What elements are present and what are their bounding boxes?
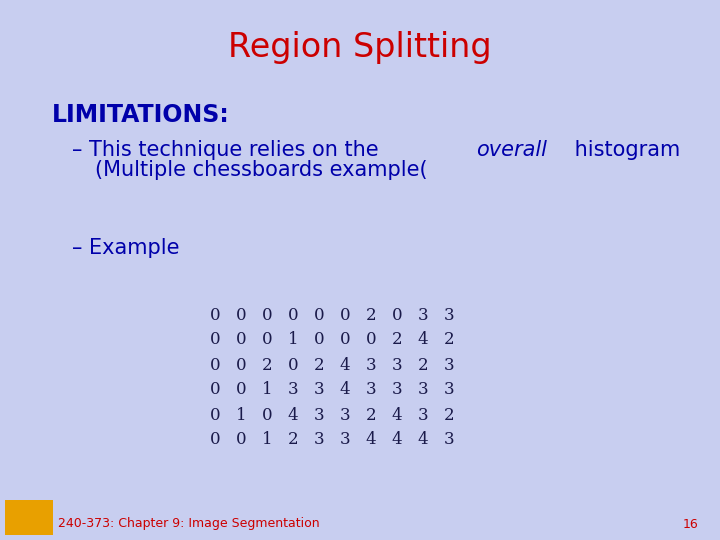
Text: 2: 2: [288, 431, 298, 449]
Text: 240-373: Chapter 9: Image Segmentation: 240-373: Chapter 9: Image Segmentation: [58, 517, 320, 530]
Text: – This technique relies on the: – This technique relies on the: [72, 140, 385, 160]
Text: 2: 2: [261, 356, 272, 374]
Text: 0: 0: [210, 332, 220, 348]
Text: 3: 3: [314, 431, 324, 449]
Text: 2: 2: [366, 407, 377, 423]
Text: 0: 0: [392, 307, 402, 323]
Text: 2: 2: [418, 356, 428, 374]
Text: 3: 3: [366, 356, 377, 374]
Text: 2: 2: [314, 356, 324, 374]
Text: 3: 3: [418, 307, 428, 323]
Text: 4: 4: [418, 332, 428, 348]
Text: 0: 0: [235, 381, 246, 399]
FancyBboxPatch shape: [5, 500, 53, 535]
Text: 0: 0: [210, 356, 220, 374]
Text: 0: 0: [235, 356, 246, 374]
Text: 0: 0: [210, 381, 220, 399]
Text: 0: 0: [235, 307, 246, 323]
Text: 16: 16: [683, 517, 698, 530]
Text: 0: 0: [210, 407, 220, 423]
Text: 3: 3: [314, 381, 324, 399]
Text: 3: 3: [392, 381, 402, 399]
Text: 4: 4: [340, 356, 351, 374]
Text: 3: 3: [366, 381, 377, 399]
Text: 2: 2: [444, 407, 454, 423]
Text: (Multiple chessboards example(: (Multiple chessboards example(: [95, 160, 428, 180]
Text: 0: 0: [340, 307, 351, 323]
Text: 1: 1: [288, 332, 298, 348]
Text: 2: 2: [392, 332, 402, 348]
Text: 4: 4: [392, 431, 402, 449]
Text: 3: 3: [340, 407, 351, 423]
Text: 4: 4: [340, 381, 351, 399]
Text: 3: 3: [288, 381, 298, 399]
Text: 3: 3: [444, 381, 454, 399]
Text: 1: 1: [235, 407, 246, 423]
Text: Region Splitting: Region Splitting: [228, 31, 492, 64]
Text: 1: 1: [261, 381, 272, 399]
Text: – Example: – Example: [72, 238, 179, 258]
Text: 4: 4: [366, 431, 377, 449]
Text: 0: 0: [366, 332, 377, 348]
Text: 3: 3: [340, 431, 351, 449]
Text: 0: 0: [314, 332, 324, 348]
Text: 3: 3: [444, 356, 454, 374]
Text: 4: 4: [418, 431, 428, 449]
Text: 0: 0: [235, 431, 246, 449]
Text: 0: 0: [314, 307, 324, 323]
Text: 3: 3: [418, 381, 428, 399]
Text: 3: 3: [392, 356, 402, 374]
Text: 2: 2: [366, 307, 377, 323]
Text: 0: 0: [210, 431, 220, 449]
Text: 4: 4: [392, 407, 402, 423]
Text: 3: 3: [444, 431, 454, 449]
Text: 2: 2: [444, 332, 454, 348]
Text: 3: 3: [444, 307, 454, 323]
Text: 0: 0: [261, 407, 272, 423]
Text: 0: 0: [340, 332, 351, 348]
Text: LIMITATIONS:: LIMITATIONS:: [52, 103, 230, 127]
Text: 0: 0: [235, 332, 246, 348]
Text: 0: 0: [288, 307, 298, 323]
Text: 0: 0: [261, 307, 272, 323]
Text: 4: 4: [288, 407, 298, 423]
Text: 3: 3: [314, 407, 324, 423]
Text: 0: 0: [288, 356, 298, 374]
Text: 0: 0: [261, 332, 272, 348]
Text: 1: 1: [261, 431, 272, 449]
Text: histogram: histogram: [567, 140, 680, 160]
Text: overall: overall: [476, 140, 547, 160]
Text: 0: 0: [210, 307, 220, 323]
Text: 3: 3: [418, 407, 428, 423]
